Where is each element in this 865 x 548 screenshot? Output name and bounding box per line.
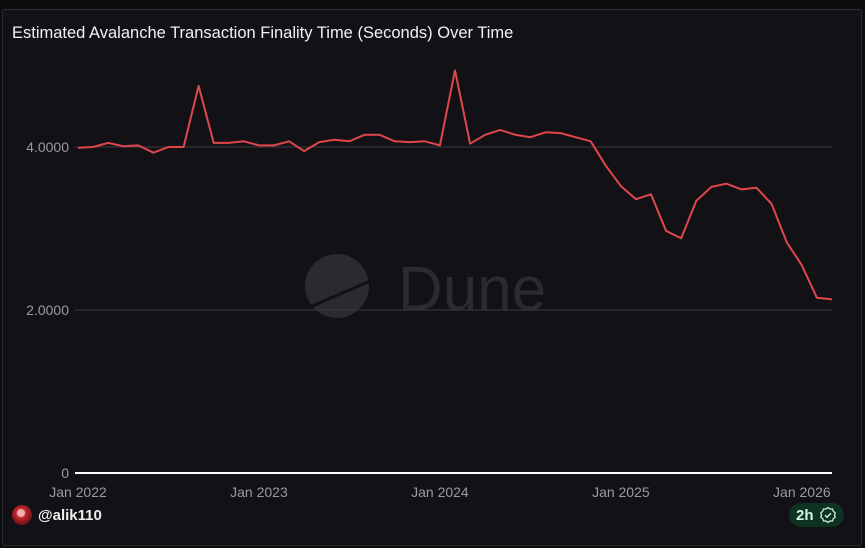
data-point[interactable] bbox=[225, 139, 233, 147]
x-tick-label: Jan 2024 bbox=[411, 484, 469, 500]
data-point[interactable] bbox=[164, 143, 172, 151]
data-point[interactable] bbox=[557, 129, 565, 137]
data-point[interactable] bbox=[406, 138, 414, 146]
data-point[interactable] bbox=[526, 133, 534, 141]
data-point[interactable] bbox=[255, 141, 263, 149]
y-tick-label: 0 bbox=[61, 465, 69, 481]
x-tick-label: Jan 2025 bbox=[592, 484, 650, 500]
dune-logo-slash bbox=[309, 279, 371, 309]
data-point[interactable] bbox=[300, 147, 308, 155]
avatar bbox=[12, 505, 32, 525]
data-point[interactable] bbox=[798, 261, 806, 269]
x-tick-label: Jan 2023 bbox=[230, 484, 288, 500]
data-point[interactable] bbox=[632, 195, 640, 203]
data-point[interactable] bbox=[753, 184, 761, 192]
data-point[interactable] bbox=[602, 162, 610, 170]
data-point[interactable] bbox=[285, 137, 293, 145]
freshness-badge[interactable]: 2h bbox=[789, 503, 844, 527]
data-point[interactable] bbox=[119, 142, 127, 150]
data-point[interactable] bbox=[210, 139, 218, 147]
chart-card bbox=[2, 9, 862, 546]
data-point[interactable] bbox=[466, 140, 474, 148]
data-point[interactable] bbox=[587, 137, 595, 145]
data-point[interactable] bbox=[330, 136, 338, 144]
data-point[interactable] bbox=[315, 138, 323, 146]
y-tick-label: 2.0000 bbox=[26, 302, 69, 318]
x-tick-label: Jan 2022 bbox=[49, 484, 107, 500]
y-tick-label: 4.0000 bbox=[26, 139, 69, 155]
verified-check-icon bbox=[819, 506, 836, 524]
data-point[interactable] bbox=[677, 234, 685, 242]
series-line[interactable] bbox=[77, 69, 833, 301]
data-point[interactable] bbox=[134, 141, 142, 149]
author[interactable]: @alik110 bbox=[12, 505, 102, 525]
data-point[interactable] bbox=[511, 131, 519, 139]
data-point[interactable] bbox=[195, 82, 203, 90]
data-point[interactable] bbox=[376, 131, 384, 139]
data-point[interactable] bbox=[617, 182, 625, 190]
data-point[interactable] bbox=[828, 295, 836, 303]
data-point[interactable] bbox=[768, 200, 776, 208]
data-point[interactable] bbox=[240, 137, 248, 145]
data-point[interactable] bbox=[541, 128, 549, 136]
data-point[interactable] bbox=[270, 141, 278, 149]
data-point[interactable] bbox=[722, 180, 730, 188]
data-point[interactable] bbox=[738, 185, 746, 193]
x-tick-label: Jan 2026 bbox=[773, 484, 831, 500]
data-point[interactable] bbox=[647, 190, 655, 198]
data-point[interactable] bbox=[496, 126, 504, 134]
data-point[interactable] bbox=[436, 141, 444, 149]
data-point[interactable] bbox=[89, 143, 97, 151]
watermark-text: Dune bbox=[398, 255, 546, 324]
data-point[interactable] bbox=[813, 294, 821, 302]
data-point[interactable] bbox=[481, 131, 489, 139]
data-point[interactable] bbox=[707, 183, 715, 191]
data-point[interactable] bbox=[451, 66, 459, 74]
data-point[interactable] bbox=[391, 137, 399, 145]
data-point[interactable] bbox=[361, 131, 369, 139]
author-handle: @alik110 bbox=[38, 506, 102, 524]
dune-watermark: Dune bbox=[305, 254, 546, 324]
data-point[interactable] bbox=[104, 139, 112, 147]
data-point[interactable] bbox=[149, 149, 157, 157]
data-point[interactable] bbox=[572, 133, 580, 141]
data-point[interactable] bbox=[345, 137, 353, 145]
data-point[interactable] bbox=[783, 238, 791, 246]
data-point[interactable] bbox=[421, 137, 429, 145]
freshness-text: 2h bbox=[796, 506, 814, 524]
data-point[interactable] bbox=[662, 227, 670, 235]
data-point[interactable] bbox=[74, 144, 82, 152]
chart-title: Estimated Avalanche Transaction Finality… bbox=[12, 24, 514, 42]
data-point[interactable] bbox=[692, 197, 700, 205]
data-point[interactable] bbox=[180, 143, 188, 151]
